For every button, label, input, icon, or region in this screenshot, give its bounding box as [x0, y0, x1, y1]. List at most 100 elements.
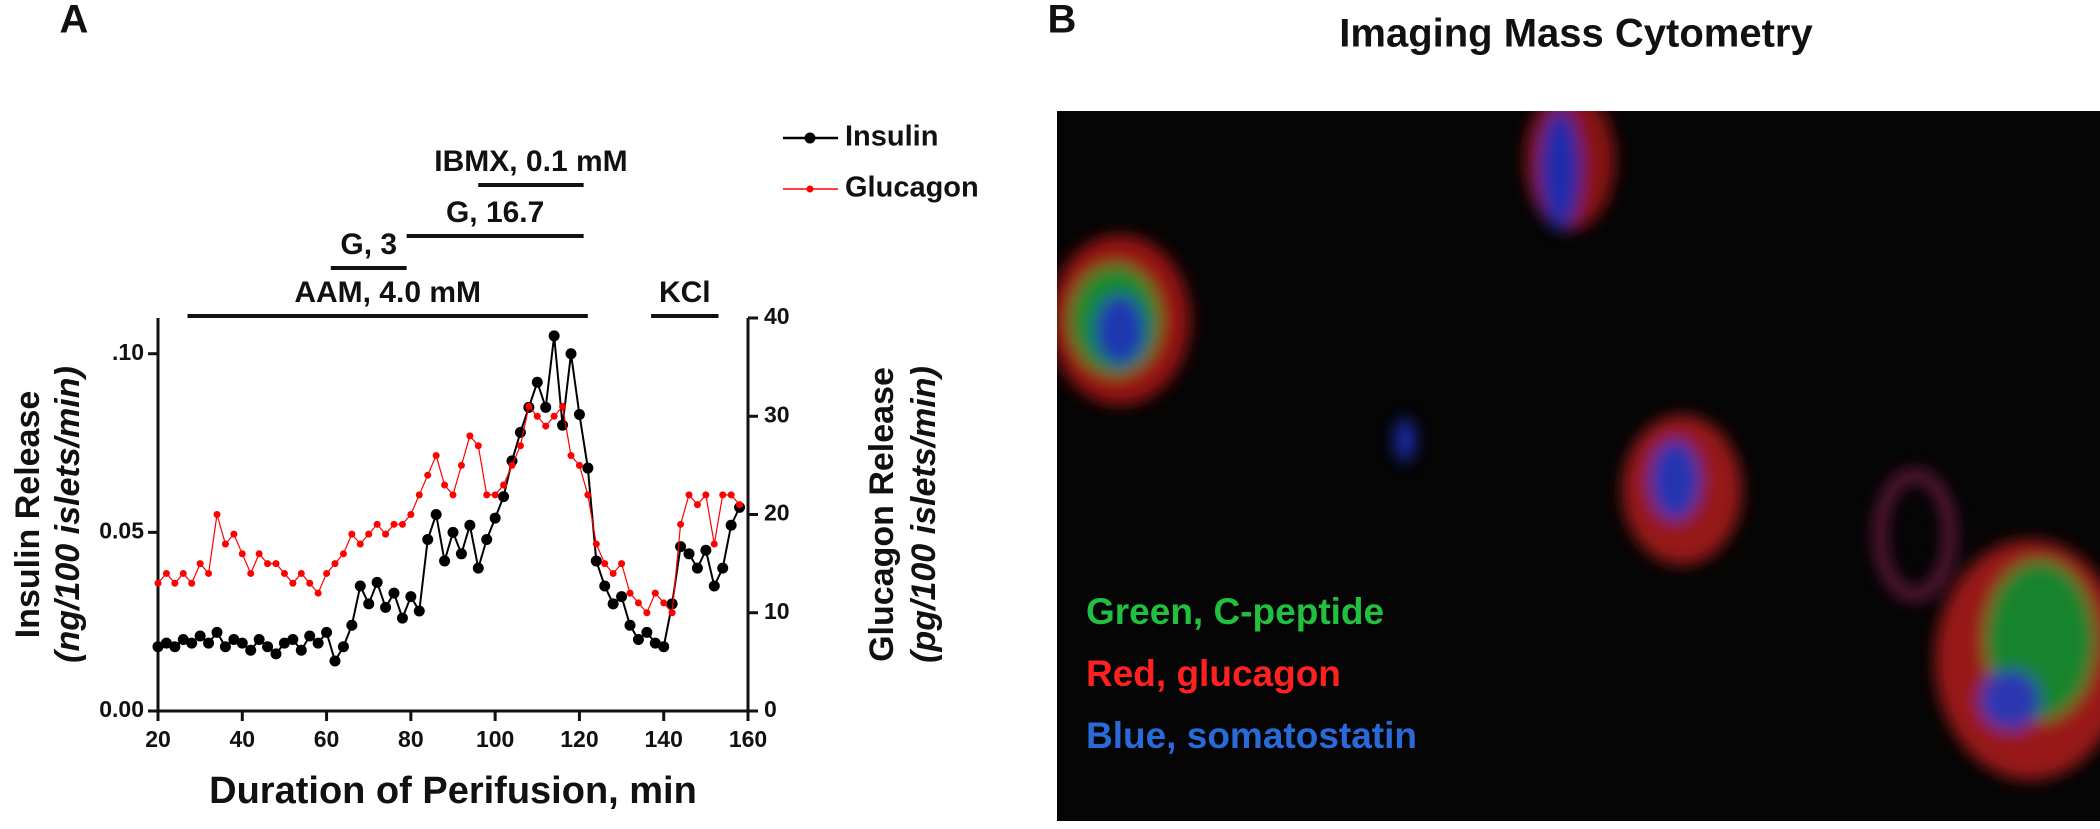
data-point — [590, 555, 602, 567]
data-point — [702, 491, 710, 499]
x-tick-label: 20 — [145, 726, 171, 752]
data-point — [152, 641, 164, 653]
x-tick-label: 120 — [560, 726, 598, 752]
data-point — [641, 626, 653, 638]
data-point — [253, 634, 265, 646]
x-tick-label: 100 — [476, 726, 514, 752]
data-point — [565, 348, 577, 360]
series-line — [157, 335, 741, 664]
x-axis-title: Duration of Perifusion, min — [209, 770, 697, 812]
panel-label: A — [60, 0, 89, 42]
data-point — [255, 550, 263, 558]
data-point — [213, 511, 221, 518]
y2-axis-title: Glucagon Release — [863, 367, 901, 662]
treatment-label: IBMX, 0.1 mM — [434, 145, 627, 178]
panel-label: B — [1048, 0, 1077, 42]
data-point — [270, 648, 282, 660]
y2-tick-label: 0 — [764, 696, 777, 722]
data-point — [607, 598, 619, 610]
data-point — [297, 569, 305, 577]
data-point — [710, 540, 718, 548]
data-point — [171, 579, 179, 587]
data-point — [363, 598, 375, 610]
data-point — [658, 641, 670, 653]
image-title: Imaging Mass Cytometry — [1339, 12, 1813, 56]
data-point — [455, 548, 467, 560]
data-point — [186, 637, 198, 649]
data-point — [289, 579, 297, 587]
data-point — [304, 630, 316, 642]
data-point — [683, 548, 695, 560]
data-point — [382, 530, 390, 538]
y-axis-title: Insulin Release — [9, 391, 47, 639]
data-point — [472, 562, 484, 574]
x-tick-label: 60 — [314, 726, 340, 752]
data-point — [666, 598, 678, 610]
data-point — [632, 634, 644, 646]
data-point — [365, 530, 373, 538]
data-point — [398, 520, 406, 528]
data-point — [323, 569, 331, 577]
data-point — [675, 541, 687, 553]
data-point — [422, 534, 434, 546]
x-tick-label: 80 — [398, 726, 424, 752]
data-point — [228, 634, 240, 646]
data-point — [194, 630, 206, 642]
data-point — [601, 560, 609, 568]
data-point — [567, 452, 575, 460]
x-tick-label: 40 — [229, 726, 255, 752]
data-point — [474, 442, 482, 450]
data-point — [542, 422, 550, 430]
data-point — [346, 619, 358, 631]
data-point — [295, 644, 307, 656]
data-point — [390, 520, 398, 528]
data-point — [508, 461, 516, 469]
series-line — [157, 405, 741, 615]
treatment-label: G, 3 — [340, 228, 397, 261]
data-point — [725, 519, 737, 531]
data-point — [188, 579, 196, 587]
data-point — [592, 540, 600, 548]
data-point — [312, 637, 324, 649]
data-point — [626, 589, 634, 597]
islet-blobs — [1057, 111, 2100, 780]
data-point — [550, 412, 558, 420]
x-tick-label: 140 — [645, 726, 683, 752]
data-point — [616, 591, 628, 603]
data-point — [314, 589, 322, 597]
data-point — [457, 461, 465, 469]
y2-axis-title: (pg/100 islets/min) — [905, 366, 943, 663]
image-legend-label: Blue, somatostatin — [1086, 715, 1417, 756]
legend-label: Glucagon — [845, 172, 979, 204]
data-point — [498, 491, 510, 503]
microscopy-image — [1057, 111, 2100, 821]
data-point — [236, 637, 248, 649]
data-point — [179, 569, 187, 577]
data-point — [424, 471, 432, 479]
data-point — [203, 637, 215, 649]
x-tick-label: 160 — [729, 726, 767, 752]
data-point — [430, 509, 442, 520]
data-point — [660, 599, 668, 607]
data-point — [700, 544, 712, 556]
data-point — [380, 601, 392, 613]
y2-tick-label: 40 — [764, 303, 790, 329]
data-point — [329, 655, 341, 667]
y-tick-label: 0.00 — [99, 696, 144, 722]
data-point — [348, 530, 356, 538]
data-point — [221, 540, 229, 548]
data-point — [489, 512, 501, 524]
data-point — [649, 637, 661, 649]
y-tick-label: 0.05 — [99, 517, 144, 543]
data-point — [531, 376, 543, 388]
data-point — [466, 432, 474, 440]
data-point — [371, 576, 383, 588]
treatment-label: G, 16.7 — [446, 196, 544, 229]
data-point — [356, 540, 364, 548]
data-point — [634, 599, 642, 607]
data-point — [540, 401, 552, 413]
data-point — [388, 587, 400, 599]
y-tick-label: .10 — [112, 339, 144, 365]
